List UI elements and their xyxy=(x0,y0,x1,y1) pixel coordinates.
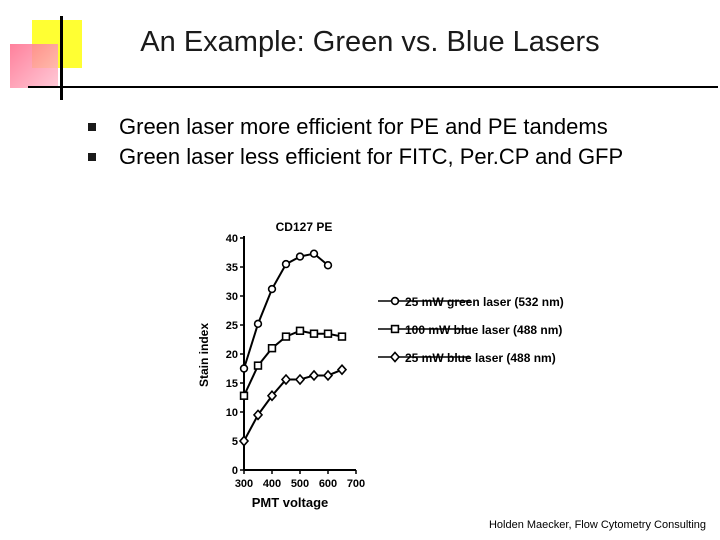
slide-title: An Example: Green vs. Blue Lasers xyxy=(140,26,600,58)
chart-title: CD127 PE xyxy=(276,220,333,234)
bullet-text: Green laser more efficient for PE and PE… xyxy=(119,114,608,139)
data-point-square xyxy=(267,343,277,353)
data-point-circle xyxy=(295,252,305,261)
data-point-diamond xyxy=(238,435,250,447)
y-tick-label: 10 xyxy=(226,407,238,419)
x-tick-label: 400 xyxy=(263,478,281,490)
legend-label: 100 mW blue laser (488 nm) xyxy=(405,323,562,337)
data-point-square xyxy=(253,361,263,370)
data-point-circle xyxy=(253,319,263,329)
data-point-circle xyxy=(267,284,277,294)
y-axis-label: Stain index xyxy=(197,323,211,387)
legend-label: 25 mW green laser (532 nm) xyxy=(405,295,564,309)
data-point-diamond xyxy=(294,373,306,386)
data-point-square xyxy=(295,326,305,335)
data-point-square xyxy=(390,324,400,334)
bullet-square-icon xyxy=(88,123,96,131)
data-point-square xyxy=(309,329,319,338)
bullet-square-icon xyxy=(88,153,96,161)
y-tick-label: 0 xyxy=(232,465,238,477)
y-tick-label: 15 xyxy=(226,378,238,390)
bullet-item: Green laser less efficient for FITC, Per… xyxy=(88,142,623,172)
data-point-square xyxy=(281,332,291,341)
x-axis-label: PMT voltage xyxy=(252,495,329,510)
y-tick-label: 35 xyxy=(226,262,238,274)
decor-vertical-rule xyxy=(60,16,63,100)
data-point-circle xyxy=(323,261,333,270)
series-line xyxy=(243,252,329,369)
title-underline-rule xyxy=(28,86,718,88)
data-point-diamond xyxy=(336,363,348,376)
data-point-square xyxy=(337,332,347,341)
data-point-circle xyxy=(281,259,291,269)
data-point-diamond xyxy=(389,351,401,363)
x-tick-label: 600 xyxy=(319,478,337,490)
footer-credit: Holden Maecker, Flow Cytometry Consultin… xyxy=(488,519,706,531)
decor-pink-square xyxy=(10,44,58,88)
data-point-square xyxy=(239,391,249,400)
y-tick-label: 40 xyxy=(226,233,238,245)
legend-label: 25 mW blue laser (488 nm) xyxy=(405,351,556,365)
data-point-diamond xyxy=(280,373,292,386)
x-tick-label: 700 xyxy=(347,478,365,490)
bullet-text: Green laser less efficient for FITC, Per… xyxy=(119,144,624,169)
data-point-square xyxy=(323,329,333,338)
x-tick-label: 500 xyxy=(291,478,309,490)
bullet-item: Green laser more efficient for PE and PE… xyxy=(88,112,623,142)
x-tick-label: 300 xyxy=(235,478,253,490)
data-point-diamond xyxy=(252,409,264,421)
y-tick-label: 20 xyxy=(226,349,238,361)
y-tick-label: 25 xyxy=(226,320,238,332)
data-point-circle xyxy=(390,296,400,306)
y-tick-label: 30 xyxy=(226,291,238,303)
data-point-circle xyxy=(239,364,249,373)
bullet-list: Green laser more efficient for PE and PE… xyxy=(88,112,623,172)
data-point-diamond xyxy=(308,369,320,382)
y-tick-label: 5 xyxy=(232,436,238,448)
data-point-diamond xyxy=(322,369,334,382)
data-point-diamond xyxy=(266,390,278,402)
data-point-circle xyxy=(309,249,319,258)
